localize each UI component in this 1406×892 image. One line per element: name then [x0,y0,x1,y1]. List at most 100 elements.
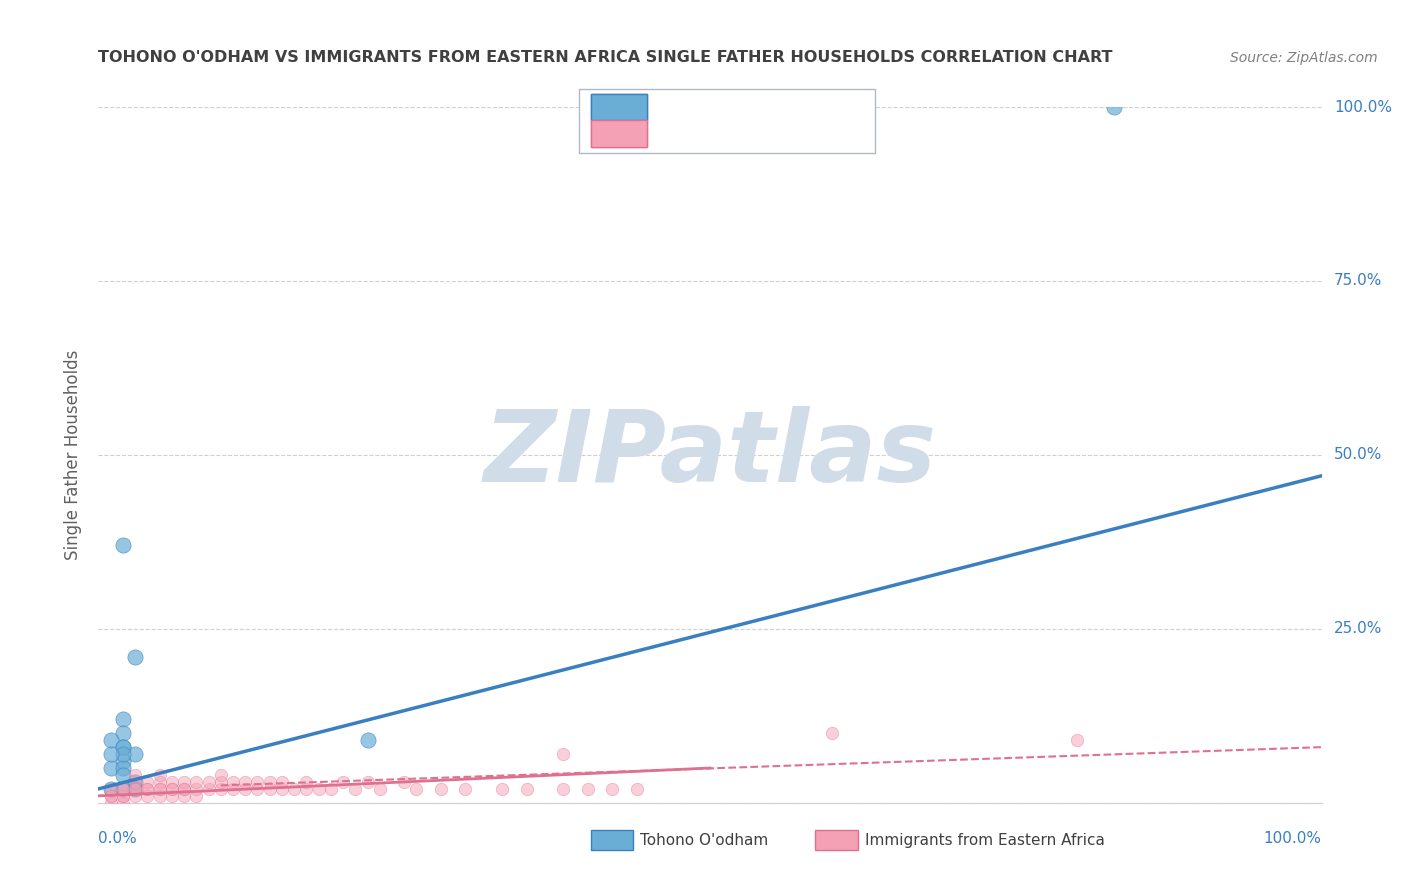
Point [111,761,134,775]
Point [111,789,134,803]
Text: Immigrants from Eastern Africa: Immigrants from Eastern Africa [865,833,1105,847]
Point [233,781,256,796]
Point [124,781,146,796]
Point [111,781,134,796]
Point [124,789,146,803]
Text: Source: ZipAtlas.com: Source: ZipAtlas.com [1230,51,1378,65]
Point [197,781,219,796]
Point [160,781,183,796]
Point [100,796,122,810]
Point [160,781,183,796]
Point [332,775,354,789]
Point [136,781,159,796]
Point [149,781,172,796]
Point [430,781,453,796]
Point [149,789,172,803]
Point [100,733,122,747]
Point [124,768,146,782]
Point [283,781,305,796]
Point [160,789,183,803]
Point [209,781,232,796]
Point [186,781,208,796]
Point [111,747,134,761]
Point [405,781,427,796]
Point [173,775,195,789]
Point [136,789,159,803]
Point [515,781,537,796]
Point [209,775,232,789]
Point [1066,733,1088,747]
Text: ZIPatlas: ZIPatlas [484,407,936,503]
Point [111,768,134,782]
Point [124,781,146,796]
Text: 50.0%: 50.0% [1334,448,1382,462]
Point [124,781,146,796]
Point [111,781,134,796]
Point [222,775,245,789]
Point [186,789,208,803]
Point [173,789,195,803]
Point [246,781,269,796]
Point [295,775,318,789]
Text: R = 0.284   N = 71: R = 0.284 N = 71 [654,123,838,141]
Point [111,538,134,552]
Text: Tohono O'odham: Tohono O'odham [640,833,768,847]
Point [319,781,342,796]
Point [173,781,195,796]
Point [111,712,134,726]
Text: 75.0%: 75.0% [1334,274,1382,288]
Point [233,775,256,789]
Point [149,781,172,796]
Point [149,775,172,789]
Point [197,775,219,789]
Point [136,775,159,789]
Point [259,781,281,796]
Point [576,781,599,796]
Point [368,781,391,796]
Point [259,775,281,789]
Point [270,781,294,796]
Point [454,781,477,796]
Point [173,781,195,796]
Point [270,775,294,789]
Point [111,726,134,740]
Point [160,775,183,789]
Point [295,781,318,796]
Text: 25.0%: 25.0% [1334,622,1382,636]
Point [100,781,122,796]
Point [100,781,122,796]
Point [222,781,245,796]
Point [124,775,146,789]
Point [149,768,172,782]
Point [111,754,134,768]
Point [626,781,648,796]
Point [111,740,134,755]
Point [821,726,844,740]
Point [111,796,134,810]
Point [100,789,122,803]
Point [553,781,575,796]
Point [100,789,122,803]
Y-axis label: Single Father Households: Single Father Households [65,350,83,560]
Text: 0.0%: 0.0% [98,831,138,846]
Point [600,781,623,796]
Point [209,768,232,782]
Point [111,740,134,755]
Point [100,747,122,761]
Text: TOHONO O'ODHAM VS IMMIGRANTS FROM EASTERN AFRICA SINGLE FATHER HOUSEHOLDS CORREL: TOHONO O'ODHAM VS IMMIGRANTS FROM EASTER… [98,51,1114,65]
Point [344,781,367,796]
Point [246,775,269,789]
Point [1102,100,1125,114]
Point [553,747,575,761]
Point [124,775,146,789]
Text: 100.0%: 100.0% [1264,831,1322,846]
Point [356,733,378,747]
Point [111,781,134,796]
Point [308,781,330,796]
Point [186,775,208,789]
Point [136,781,159,796]
Point [124,649,146,664]
Point [124,747,146,761]
Text: R = 0.544   N = 20: R = 0.544 N = 20 [654,96,838,114]
Point [100,761,122,775]
